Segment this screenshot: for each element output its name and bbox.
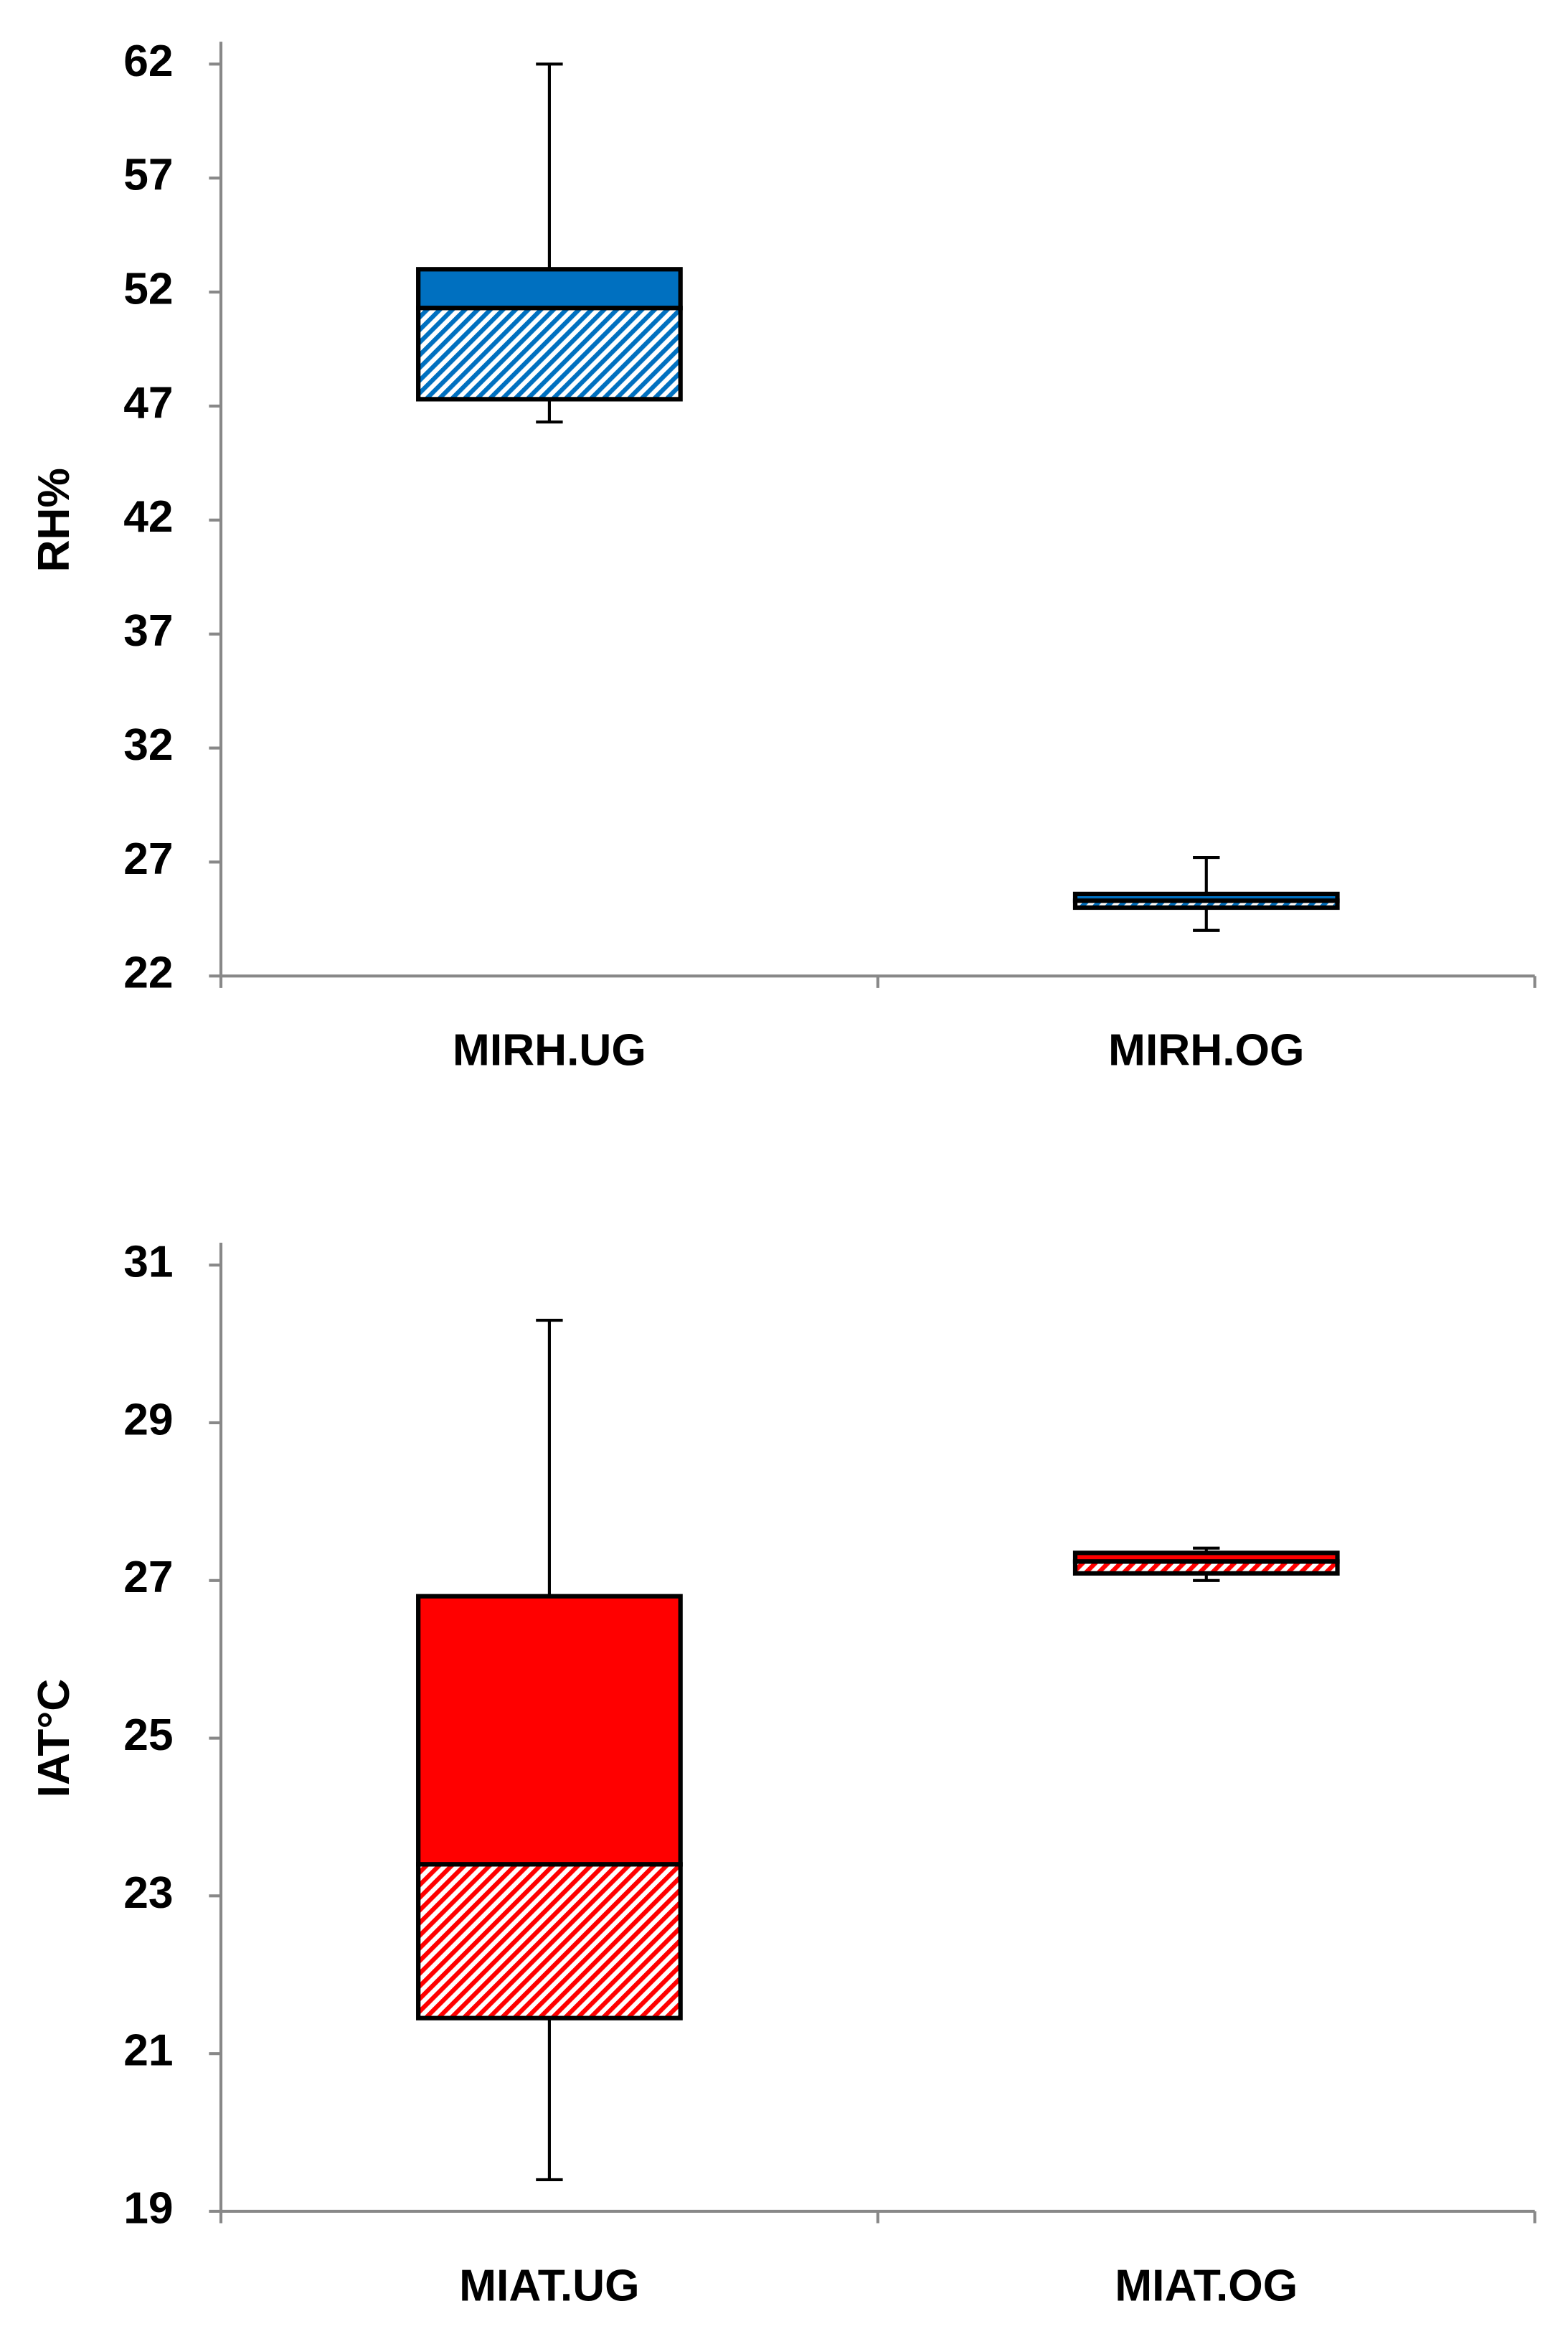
x-tick-label: MIRH.UG: [453, 1026, 646, 1076]
y-tick-label: 29: [123, 1395, 173, 1444]
y-tick-label: 19: [123, 2183, 173, 2233]
y-tick-label: 22: [123, 949, 173, 998]
y-tick-label: 27: [123, 1553, 173, 1602]
box-upper: [416, 1594, 683, 1867]
y-tick-label: 25: [123, 1711, 173, 1760]
box-lower: [1072, 1559, 1340, 1576]
y-tick-label: 57: [123, 151, 173, 200]
box-lower: [1072, 898, 1340, 911]
y-tick-label: 23: [123, 1868, 173, 1918]
y-tick-label: 31: [123, 1238, 173, 1287]
y-tick-label: 47: [123, 378, 173, 428]
box-lower: [416, 306, 683, 402]
y-tick-label: 21: [123, 2026, 173, 2076]
y-tick-label: 52: [123, 265, 173, 314]
x-tick-label: MIRH.OG: [1108, 1026, 1304, 1076]
y-axis-label: IAT°C: [29, 1679, 79, 1798]
y-tick-label: 62: [123, 37, 173, 86]
y-tick-label: 42: [123, 492, 173, 542]
y-tick-label: 37: [123, 606, 173, 656]
x-tick-label: MIAT.UG: [459, 2261, 639, 2310]
box-lower: [416, 1862, 683, 2020]
box-upper: [416, 267, 683, 311]
y-axis-label: RH%: [29, 468, 79, 572]
y-tick-label: 32: [123, 720, 173, 770]
x-tick-label: MIAT.OG: [1115, 2261, 1298, 2310]
y-tick-label: 27: [123, 834, 173, 884]
